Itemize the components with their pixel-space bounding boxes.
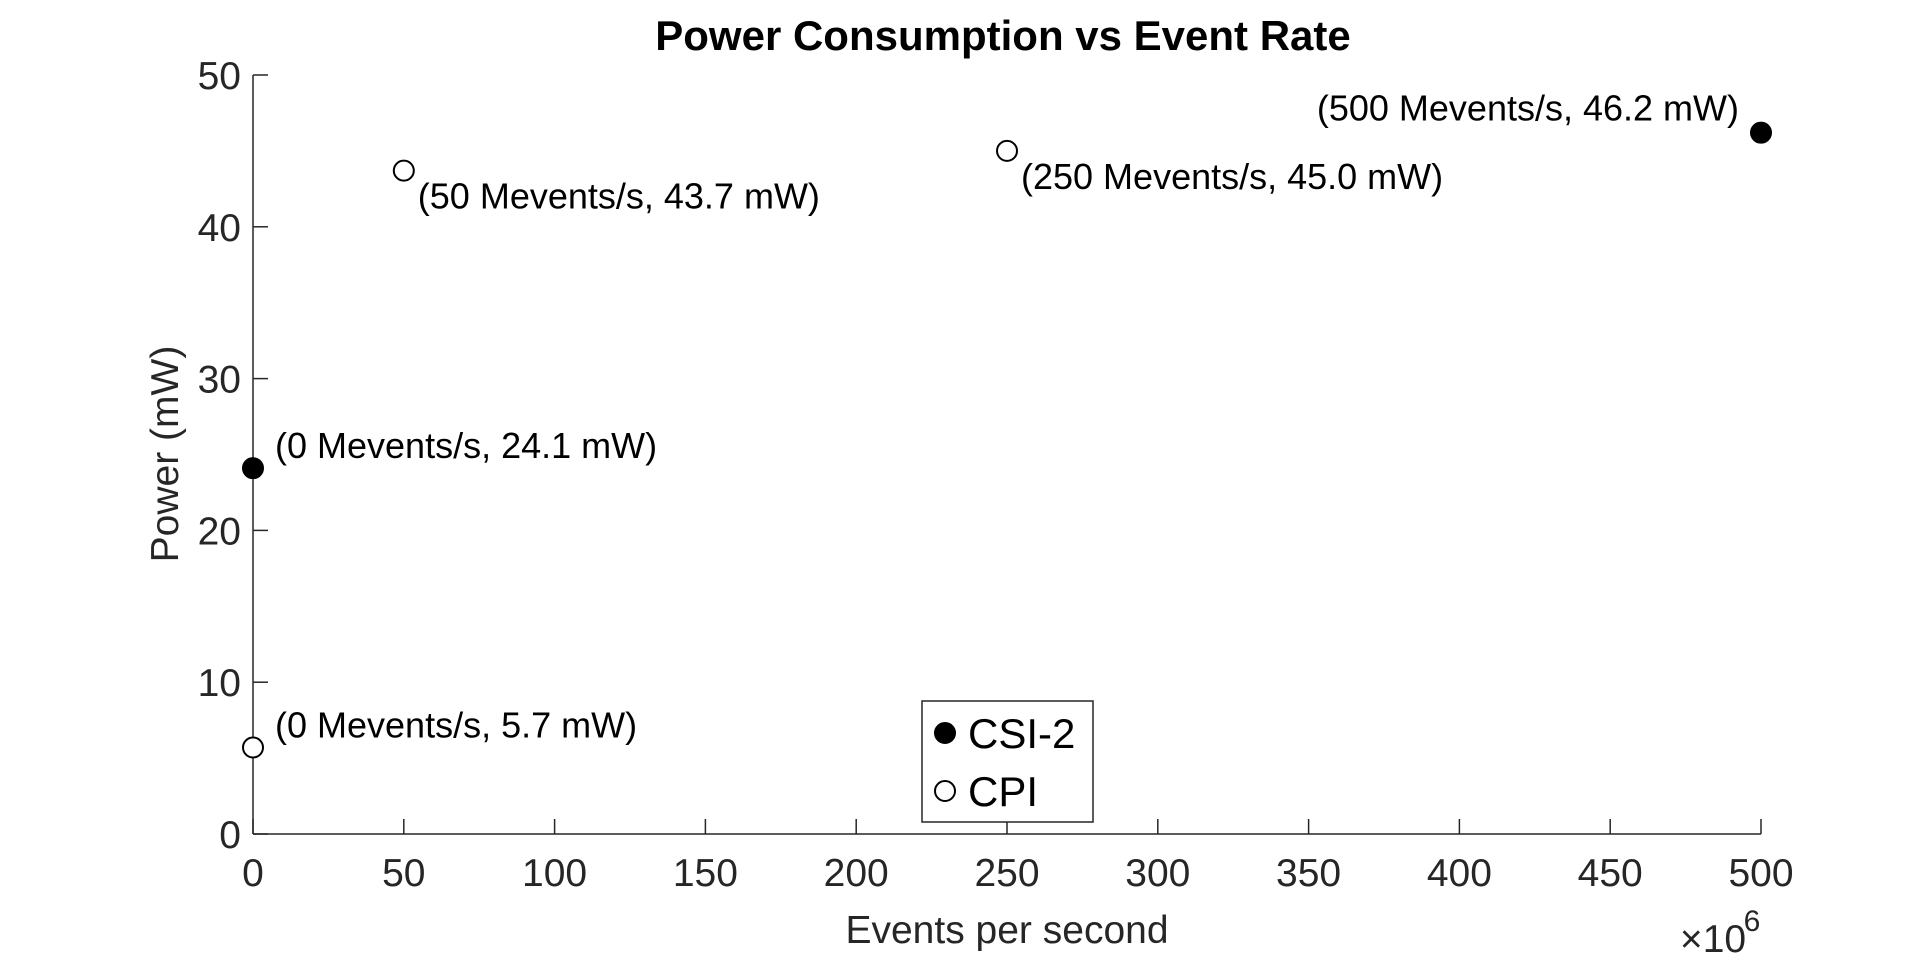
legend-marker-csi2 — [934, 722, 956, 744]
x-axis-label: Events per second — [845, 909, 1168, 952]
data-point-cpi — [996, 139, 1018, 162]
chart-title: Power Consumption vs Event Rate — [655, 12, 1350, 59]
legend-label-cpi: CPI — [968, 768, 1038, 815]
x-tick-label: 100 — [522, 852, 587, 895]
x-tick-label: 50 — [382, 852, 425, 895]
y-ticks: 0 10 20 30 40 50 — [198, 55, 268, 857]
x-tick-label: 0 — [242, 852, 264, 895]
data-point-csi2 — [1750, 121, 1772, 144]
y-tick-label: 50 — [198, 55, 241, 98]
x-tick-label: 150 — [673, 852, 738, 895]
x-tick-label: 400 — [1427, 852, 1492, 895]
data-point-label: (500 Mevents/s, 46.2 mW) — [1317, 88, 1739, 129]
x-ticks: 0 50 100 150 200 250 300 350 400 450 500 — [242, 819, 1794, 895]
data-point-label: (0 Mevents/s, 24.1 mW) — [275, 425, 657, 466]
legend: CSI-2 CPI — [921, 700, 1094, 823]
legend-marker-cpi — [934, 780, 956, 802]
legend-label-csi2: CSI-2 — [968, 710, 1075, 757]
x-exponent-base: ×10 — [1680, 918, 1746, 955]
y-axis-label: Power (mW) — [144, 346, 187, 563]
legend-box — [921, 700, 1094, 823]
data-point-csi2 — [242, 457, 264, 480]
data-point-cpi — [242, 736, 264, 759]
x-tick-label: 450 — [1578, 852, 1643, 895]
x-tick-label: 300 — [1125, 852, 1190, 895]
x-tick-label: 200 — [824, 852, 889, 895]
y-tick-label: 30 — [198, 359, 241, 402]
data-point-label: (50 Mevents/s, 43.7 mW) — [418, 176, 820, 217]
data-markers — [242, 121, 1772, 759]
x-axis-exponent: ×10 6 — [1680, 905, 1760, 955]
y-tick-label: 10 — [198, 662, 241, 705]
data-point-cpi — [392, 159, 415, 182]
x-tick-label: 250 — [974, 852, 1039, 895]
data-point-label: (0 Mevents/s, 5.7 mW) — [275, 704, 637, 745]
y-tick-label: 20 — [198, 510, 241, 553]
x-exponent-power: 6 — [1744, 905, 1761, 938]
y-tick-label: 40 — [198, 207, 241, 250]
y-tick-label: 0 — [219, 814, 241, 857]
data-point-label: (250 Mevents/s, 45.0 mW) — [1021, 156, 1443, 197]
data-annotations: (0 Mevents/s, 24.1 mW) (500 Mevents/s, 46… — [275, 88, 1739, 746]
x-tick-label: 500 — [1728, 852, 1793, 895]
x-tick-label: 350 — [1276, 852, 1341, 895]
